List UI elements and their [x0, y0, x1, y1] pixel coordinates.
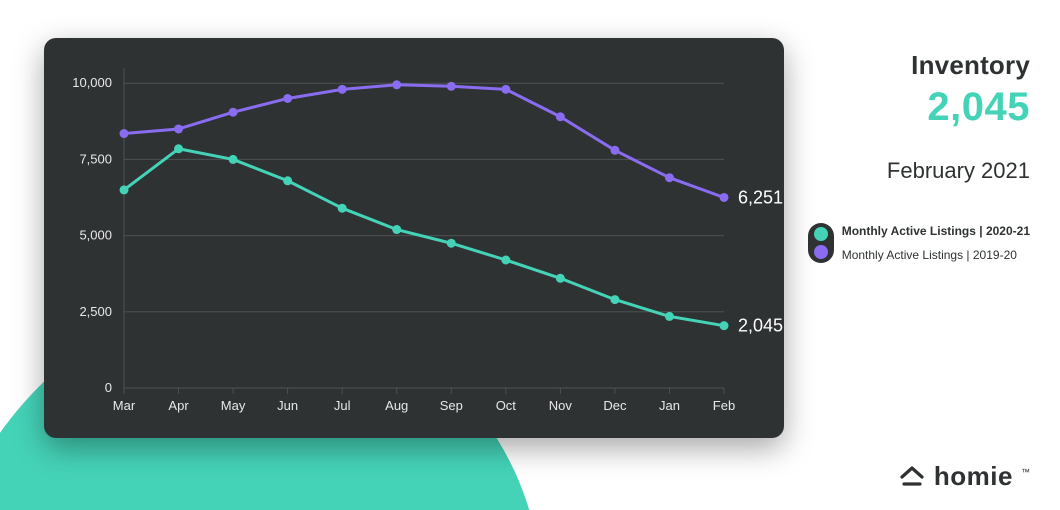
y-tick-label: 2,500 — [79, 304, 112, 319]
y-tick-label: 0 — [105, 380, 112, 395]
legend-row-current: Monthly Active Listings | 2020-21 — [842, 222, 1030, 240]
series-marker-current — [610, 295, 619, 304]
series-marker-prior — [720, 193, 729, 202]
logo-text: homie — [934, 461, 1013, 492]
logo-trademark: ™ — [1021, 467, 1030, 477]
series-marker-current — [120, 185, 129, 194]
inventory-line-chart: 0 2,500 5,000 7,500 10,000 Mar Apr May Jun Jul Aug… — [44, 38, 784, 438]
legend-dot-prior — [814, 245, 828, 259]
x-tick-label: Nov — [549, 398, 573, 413]
x-tick-label: Jun — [277, 398, 298, 413]
x-tick-label: Apr — [168, 398, 189, 413]
series-marker-current — [229, 155, 238, 164]
x-tick-label: Dec — [603, 398, 627, 413]
x-tick-label: Aug — [385, 398, 408, 413]
series-line-prior — [124, 85, 724, 198]
x-tick-label: Oct — [496, 398, 517, 413]
summary-value: 2,045 — [810, 85, 1030, 130]
series-marker-current — [447, 239, 456, 248]
series-marker-current — [501, 256, 510, 265]
series-marker-current — [174, 144, 183, 153]
summary-panel: Inventory 2,045 February 2021 — [810, 50, 1030, 184]
legend-labels: Monthly Active Listings | 2020-21 Monthly… — [842, 222, 1030, 264]
series-marker-prior — [501, 85, 510, 94]
series-marker-current — [720, 321, 729, 330]
legend: Monthly Active Listings | 2020-21 Monthly… — [808, 222, 1030, 264]
series-marker-prior — [665, 173, 674, 182]
series-marker-current — [338, 204, 347, 213]
series-marker-prior — [229, 108, 238, 117]
series-marker-prior — [338, 85, 347, 94]
chart-card: 0 2,500 5,000 7,500 10,000 Mar Apr May Jun Jul Aug… — [44, 38, 784, 438]
summary-date: February 2021 — [810, 158, 1030, 184]
series-marker-prior — [174, 124, 183, 133]
series-line-current — [124, 149, 724, 326]
legend-dot-current — [814, 227, 828, 241]
series-end-label-prior: 6,251 — [738, 187, 783, 207]
series-marker-current — [665, 312, 674, 321]
series-marker-current — [283, 176, 292, 185]
x-tick-label: Feb — [713, 398, 735, 413]
summary-title: Inventory — [810, 50, 1030, 81]
legend-color-pill — [808, 223, 834, 263]
brand-logo: homie ™ — [898, 461, 1030, 492]
series-marker-prior — [392, 80, 401, 89]
x-tick-label: Sep — [440, 398, 463, 413]
series-marker-prior — [283, 94, 292, 103]
y-tick-label: 10,000 — [72, 75, 112, 90]
series-marker-prior — [556, 112, 565, 121]
y-tick-label: 5,000 — [79, 228, 112, 243]
y-tick-label: 7,500 — [79, 151, 112, 166]
x-tick-label: Jul — [334, 398, 351, 413]
series-end-label-current: 2,045 — [738, 316, 783, 336]
legend-label-current: Monthly Active Listings | 2020-21 — [842, 224, 1030, 238]
house-icon — [898, 463, 926, 491]
series-marker-prior — [610, 146, 619, 155]
x-tick-label: Jan — [659, 398, 680, 413]
legend-label-prior: Monthly Active Listings | 2019-20 — [842, 248, 1017, 262]
series-marker-current — [392, 225, 401, 234]
series-marker-prior — [120, 129, 129, 138]
x-tick-label: May — [221, 398, 246, 413]
series-marker-current — [556, 274, 565, 283]
series-marker-prior — [447, 82, 456, 91]
x-tick-label: Mar — [113, 398, 136, 413]
legend-row-prior: Monthly Active Listings | 2019-20 — [842, 246, 1030, 264]
